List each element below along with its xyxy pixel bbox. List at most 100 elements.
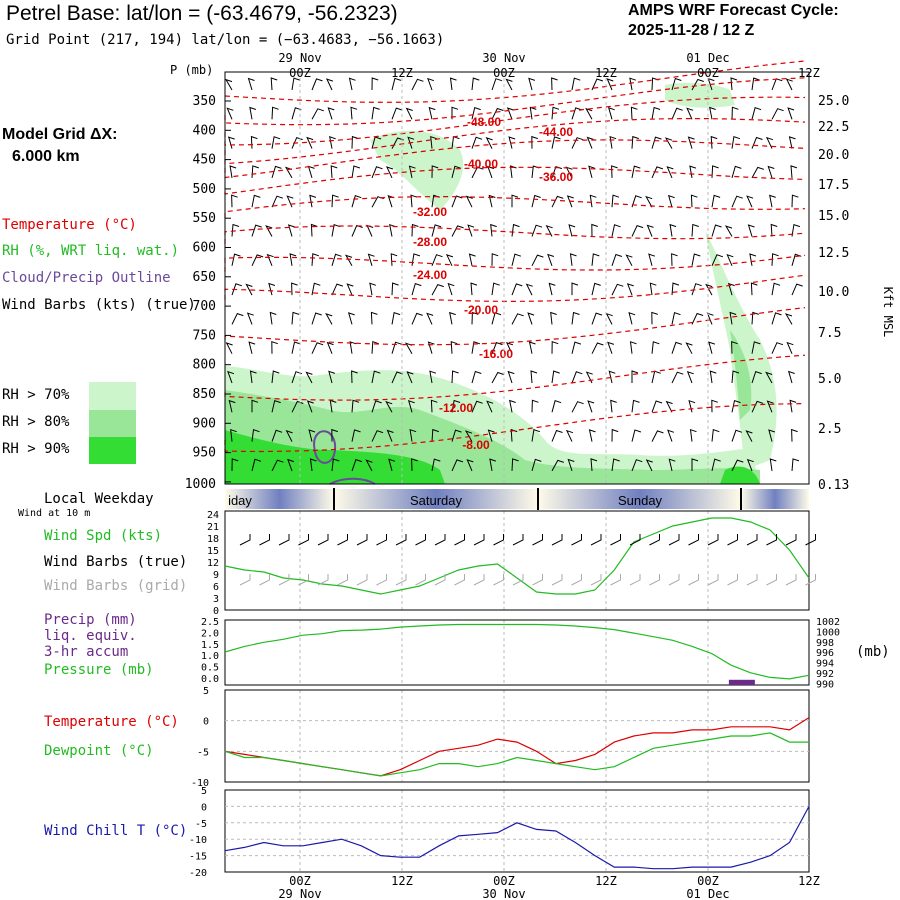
wind-barb (645, 459, 653, 472)
dewpoint-line (224, 732, 809, 777)
wind-barb (745, 430, 753, 442)
model-grid-label: Model Grid ΔX: (2, 126, 118, 143)
wind-barb (431, 458, 441, 471)
wind-barb (771, 282, 781, 296)
wind-barb (351, 165, 361, 178)
wind-barb (688, 399, 696, 413)
wind-barb (348, 77, 356, 91)
wind-barb (225, 342, 233, 354)
isotherm-label: -8.00 (462, 438, 490, 452)
day-label-sunday: Sunday (618, 493, 663, 508)
wind-barb (791, 194, 799, 208)
wind-barb (709, 370, 717, 384)
wind-barb (231, 312, 244, 325)
wind-barb (409, 428, 417, 442)
wind-barb (671, 371, 684, 384)
surface-wind-barb (649, 534, 660, 546)
height-tick-label: 7.5 (818, 326, 841, 341)
wind-barb (668, 458, 676, 472)
wind-barb (771, 253, 779, 266)
isotherm-line (224, 225, 806, 244)
wind-barb (227, 136, 235, 149)
wind-barb (371, 430, 384, 442)
wind-barb (726, 253, 734, 266)
wind-barb (391, 77, 402, 91)
grid-wind-barb (259, 574, 270, 586)
windchill-panel-frame (224, 789, 810, 873)
wind-barb (771, 78, 783, 91)
legend-rh: RH (%, WRT liq. wat.) (2, 243, 180, 259)
wind-barb (611, 253, 623, 266)
pressure-tick-label: 850 (193, 387, 216, 402)
wind-barb (486, 400, 494, 413)
wind-barb (767, 165, 775, 179)
wind-barb (471, 77, 480, 91)
grid-wind-barb (317, 574, 329, 586)
time-tick-label-top: 00Z (289, 66, 311, 80)
wind-barb (509, 399, 516, 413)
pressure-tick-label: 994 (816, 659, 834, 670)
wind-barb (489, 458, 497, 471)
height-tick-label: 22.5 (818, 120, 849, 135)
pressure-tick-label: 550 (193, 211, 216, 226)
height-tick-label: 0.13 (818, 478, 849, 493)
legend-cloud: Cloud/Precip Outline (2, 270, 171, 286)
grid-wind-barb (239, 574, 251, 586)
wind-barb (271, 399, 281, 413)
wind-barb (366, 224, 374, 237)
surface-wind-barb (376, 534, 387, 546)
surface-wind-barb (278, 534, 290, 546)
wind-barb (611, 458, 620, 471)
wind-barb (731, 340, 738, 354)
pressure-tick-label: 650 (193, 270, 216, 285)
wind-barb (551, 429, 563, 442)
precip-tick-label: 1.0 (201, 651, 219, 662)
wind-barb (270, 77, 278, 91)
rh70-region-upper (370, 130, 464, 210)
wind-barb (346, 283, 354, 296)
wind-barb (586, 136, 594, 149)
surface-wind-barb (785, 534, 797, 546)
wind-barb (508, 136, 516, 149)
wind-barb (750, 282, 758, 296)
time-tick-label-top: 12Z (595, 66, 617, 80)
surface-wind-barb (668, 534, 680, 546)
wind-barb (325, 313, 333, 325)
wind-barb (367, 253, 375, 266)
wind-barb (527, 312, 535, 325)
wind-barb (749, 253, 757, 266)
isotherm-line (224, 354, 806, 401)
grid-wind-barb (766, 574, 777, 586)
wind-barb (708, 341, 716, 354)
page-title: Petrel Base: lat/lon = (-63.4679, -56.23… (6, 2, 398, 25)
wind-barb (591, 78, 604, 91)
wind-barb (411, 458, 418, 471)
wind-barb (791, 283, 803, 296)
wind-barb (451, 165, 462, 179)
wind-barb (551, 195, 564, 208)
pressure-tick-label: 1002 (816, 617, 840, 628)
wind-barb (571, 371, 583, 384)
time-tick-label-bottom: 00Z (289, 874, 311, 888)
wind-barb (371, 166, 383, 179)
wind-barb (431, 165, 439, 178)
wind-barb (271, 429, 283, 442)
wind-barb (248, 341, 256, 354)
wind-barb (224, 78, 233, 91)
wind-barb (428, 106, 436, 120)
wind-barb (689, 165, 697, 178)
surface-wind-barb (629, 534, 641, 546)
isotherm-label: -16.00 (479, 347, 513, 361)
wind-barb (525, 283, 533, 296)
legend-wind: Wind Barbs (kts) (true) (2, 297, 196, 313)
wind-barb (491, 371, 504, 384)
precip-tick-label: 2.5 (201, 617, 219, 628)
pressure-tick-label: 990 (816, 679, 834, 690)
wind-tick-label: 15 (207, 546, 219, 557)
wind-barb (311, 78, 323, 91)
wind-barb (751, 136, 763, 149)
wind-barb (511, 283, 523, 296)
wind-barb (565, 429, 574, 442)
precip-tick-label: 2.0 (201, 628, 219, 639)
height-tick-label: 15.0 (818, 209, 849, 224)
